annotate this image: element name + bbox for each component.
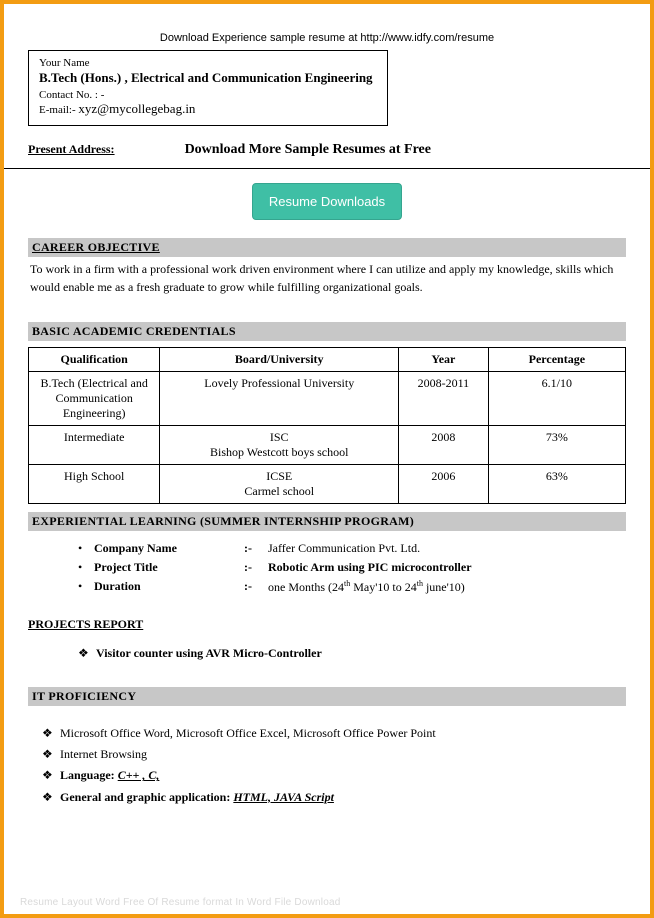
table-cell: B.Tech (Electrical and Communication Eng… [29,371,160,425]
projects-list: ❖Visitor counter using AVR Micro-Control… [28,642,626,679]
top-download-link[interactable]: Download Experience sample resume at htt… [28,32,626,44]
career-objective-text: To work in a firm with a professional wo… [28,257,626,314]
present-address-label: Present Address: [28,142,115,158]
list-item: •Company Name:-Jaffer Communication Pvt.… [78,541,626,556]
email-line: E-mail:- xyz@mycollegebag.in [39,101,377,117]
section-it-proficiency: IT PROFICIENCY [28,687,626,706]
resume-downloads-button[interactable]: Resume Downloads [252,183,402,220]
it-list: ❖Microsoft Office Word, Microsoft Office… [28,706,626,819]
col-percentage: Percentage [488,347,625,371]
email-value: xyz@mycollegebag.in [78,101,195,116]
list-item: ❖Internet Browsing [42,745,626,764]
table-cell: 2006 [399,464,489,503]
list-item: ❖Language: C++ , C, [42,766,626,785]
table-cell: 6.1/10 [488,371,625,425]
your-name-label: Your Name [39,57,377,69]
section-experiential: EXPERIENTIAL LEARNING (SUMMER INTERNSHIP… [28,512,626,531]
table-cell: 63% [488,464,625,503]
divider [4,168,650,169]
table-row: B.Tech (Electrical and Communication Eng… [29,371,626,425]
footer-caption: Resume Layout Word Free Of Resume format… [20,897,341,908]
section-career-objective: CAREER OBJECTIVE [28,238,626,257]
table-cell: Lovely Professional University [160,371,399,425]
table-cell: 2008 [399,425,489,464]
table-cell: Intermediate [29,425,160,464]
experiential-list: •Company Name:-Jaffer Communication Pvt.… [28,531,626,609]
table-cell: 73% [488,425,625,464]
table-row: IntermediateISCBishop Westcott boys scho… [29,425,626,464]
col-board: Board/University [160,347,399,371]
list-item: •Duration:-one Months (24th May'10 to 24… [78,579,626,595]
table-header-row: Qualification Board/University Year Perc… [29,347,626,371]
download-more-heading: Download More Sample Resumes at Free [185,142,431,158]
col-year: Year [399,347,489,371]
table-cell: High School [29,464,160,503]
table-cell: 2008-2011 [399,371,489,425]
col-qualification: Qualification [29,347,160,371]
list-item: ❖General and graphic application: HTML, … [42,788,626,807]
table-row: High SchoolICSECarmel school200663% [29,464,626,503]
contact-label: Contact No. : - [39,89,377,101]
table-cell: ISCBishop Westcott boys school [160,425,399,464]
section-projects: PROJECTS REPORT [28,617,626,632]
degree-line: B.Tech (Hons.) , Electrical and Communic… [39,69,377,87]
section-credentials: BASIC ACADEMIC CREDENTIALS [28,322,626,341]
list-item: ❖Microsoft Office Word, Microsoft Office… [42,724,626,743]
table-cell: ICSECarmel school [160,464,399,503]
credentials-table: Qualification Board/University Year Perc… [28,347,626,504]
name-box: Your Name B.Tech (Hons.) , Electrical an… [28,50,388,126]
email-label: E-mail:- [39,104,76,116]
list-item: •Project Title:-Robotic Arm using PIC mi… [78,560,626,575]
list-item: ❖Visitor counter using AVR Micro-Control… [78,646,626,661]
